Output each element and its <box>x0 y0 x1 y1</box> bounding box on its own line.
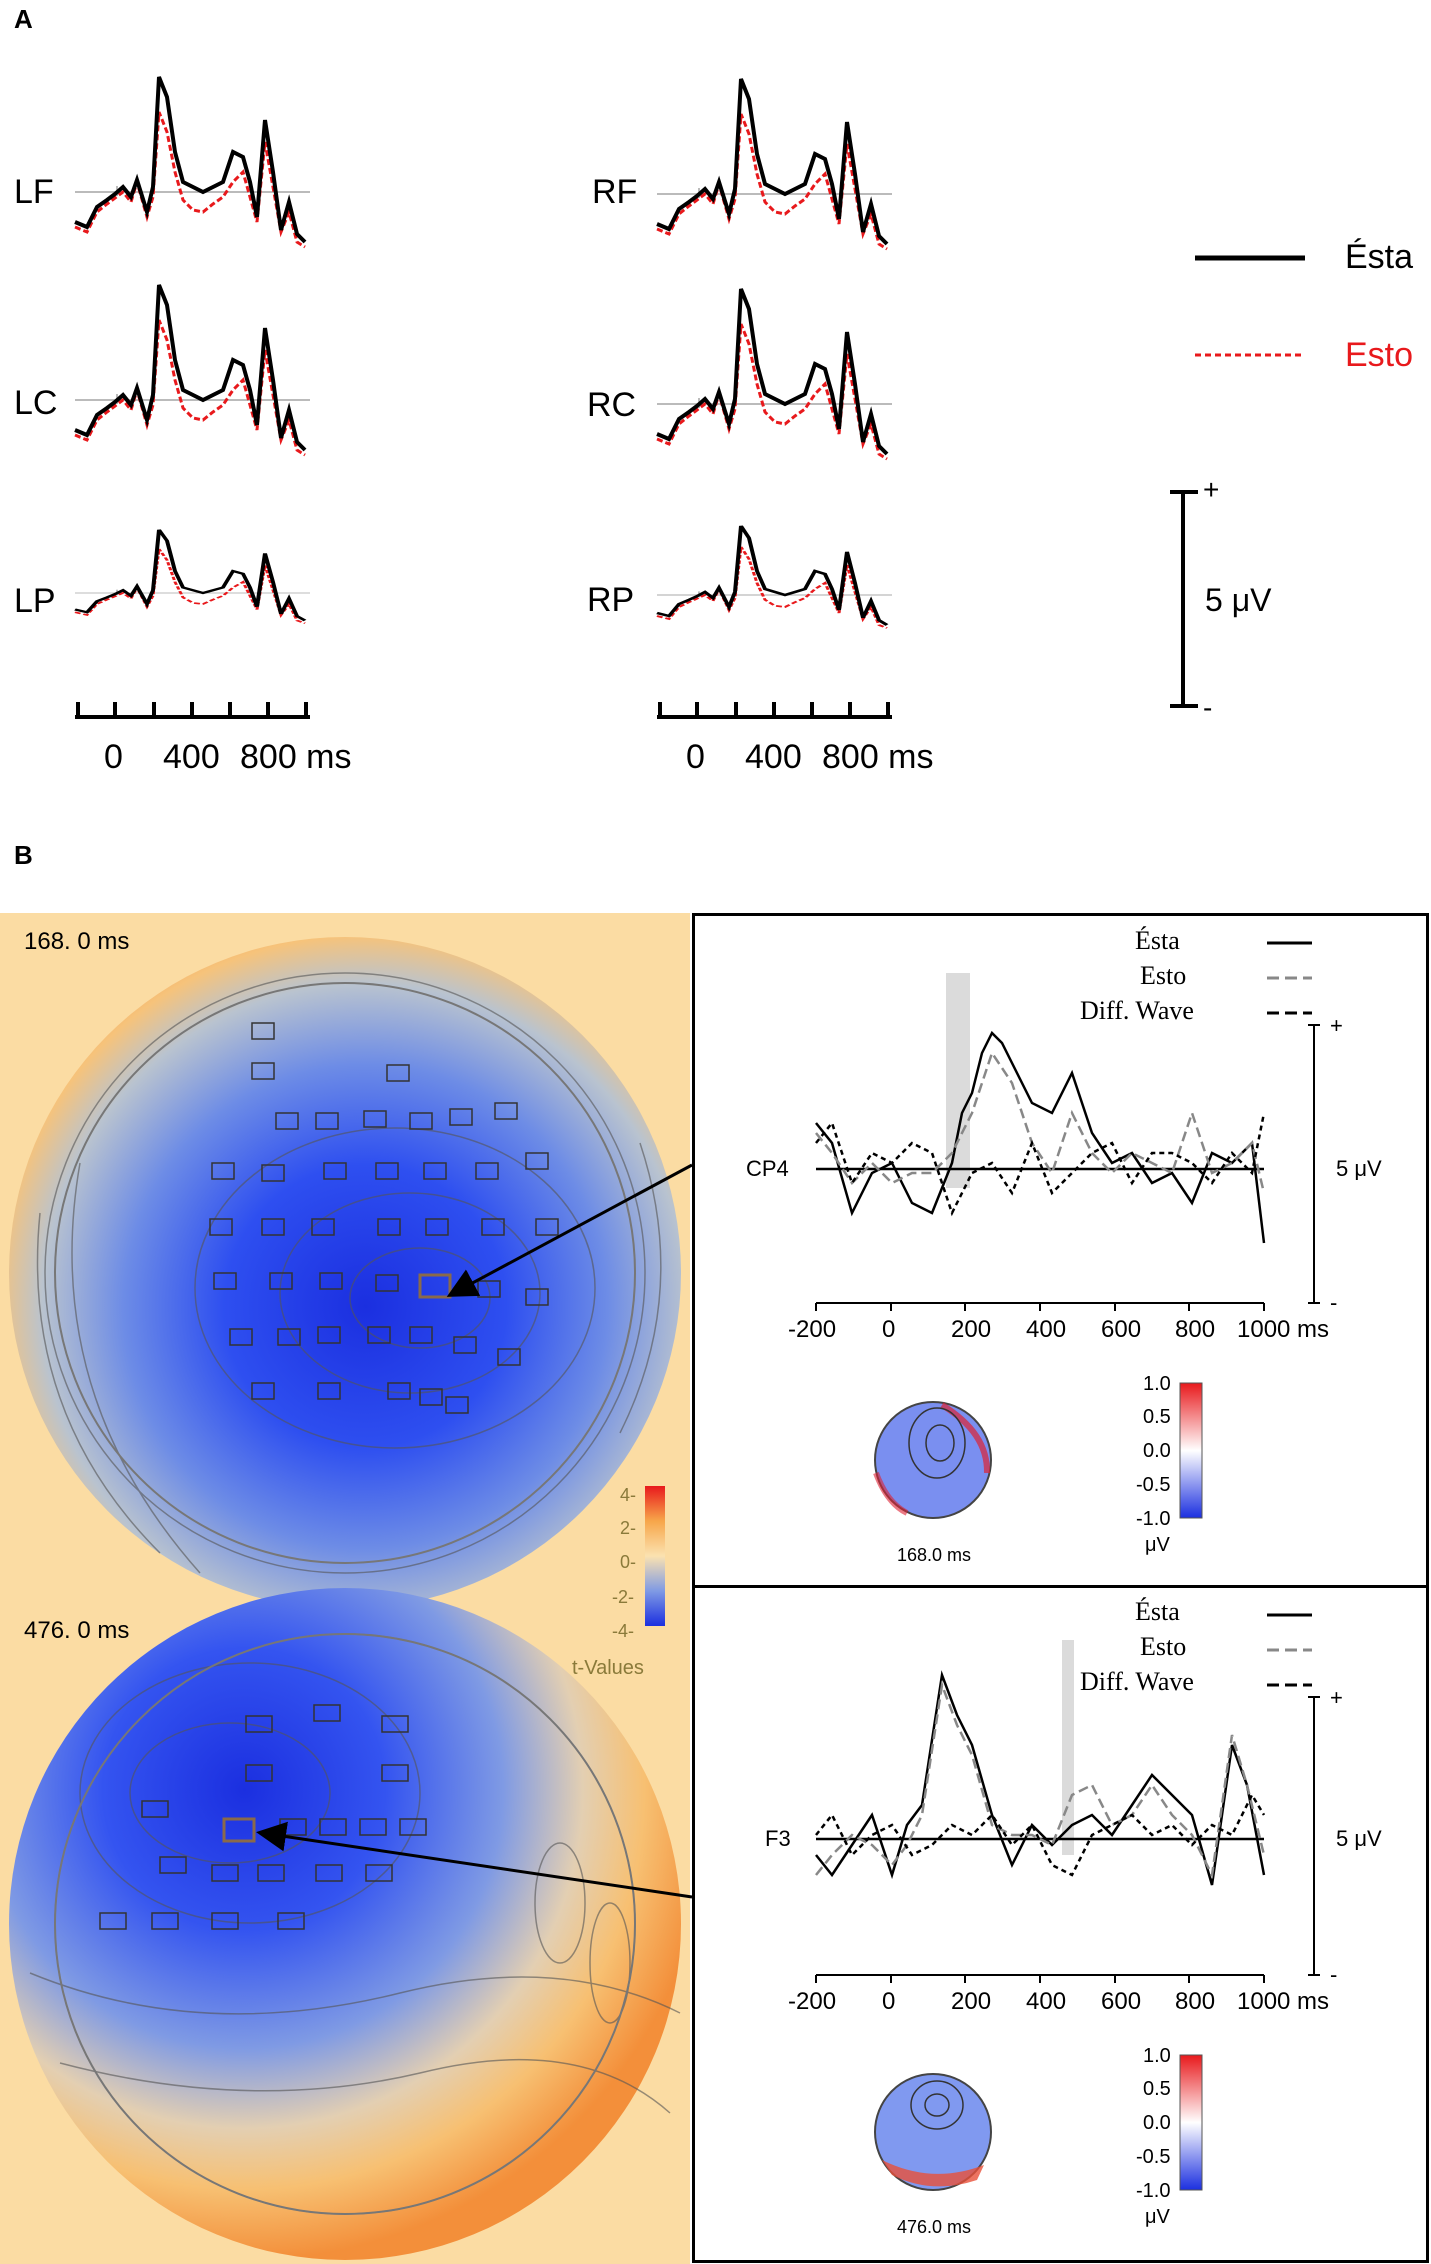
tick-right-0: 0 <box>686 738 705 776</box>
inset1-x-800: 800 <box>1175 1316 1216 1343</box>
inset2-legend-diff: Diff. Wave <box>1080 1667 1194 1696</box>
inset2-cb-m05: -0.5 <box>1136 2146 1171 2168</box>
label-rc: RC <box>587 386 637 424</box>
inset1-cb-0: 0.0 <box>1143 1440 1171 1462</box>
inset-cp4 <box>692 913 1429 1591</box>
erp-traces-svg <box>73 75 1305 719</box>
inset2-x-200: 200 <box>951 1988 992 2015</box>
tcb-4: 4- <box>620 1485 637 1505</box>
inset1-legend-esta: Ésta <box>1135 926 1180 955</box>
tcb-m2: -2- <box>612 1587 634 1607</box>
time-axis-left <box>75 702 310 719</box>
inset1-cb-m05: -0.5 <box>1136 1474 1171 1496</box>
inset1-legend-diff: Diff. Wave <box>1080 996 1194 1025</box>
label-lp: LP <box>14 582 56 620</box>
inset-cp4-svg <box>815 941 1320 1519</box>
inset2-scale: 5 μV <box>1336 1826 1382 1851</box>
topomaps-svg <box>9 937 681 2260</box>
inset2-x-m200: -200 <box>788 1988 837 2015</box>
inset1-scale: 5 μV <box>1336 1156 1382 1181</box>
tcb-title: t-Values <box>572 1657 644 1679</box>
tcb-2: 2- <box>620 1518 637 1538</box>
panel-b-letter: B <box>14 840 33 870</box>
inset2-cb-0: 0.0 <box>1143 2112 1171 2134</box>
label-lf: LF <box>14 173 54 211</box>
inset2-legend-esta: Ésta <box>1135 1597 1180 1626</box>
inset1-x-600: 600 <box>1101 1316 1142 1343</box>
inset2-cb-unit: μV <box>1145 2206 1170 2228</box>
legend-esto: Esto <box>1345 336 1414 374</box>
inset2-plus: + <box>1330 1685 1343 1710</box>
inset2-x-1000: 1000 ms <box>1237 1988 1330 2015</box>
map2-time: 476. 0 ms <box>24 1617 130 1644</box>
inset1-minus: - <box>1330 1290 1338 1315</box>
label-lc: LC <box>14 384 58 422</box>
label-rp: RP <box>587 581 635 619</box>
inset2-x-800: 800 <box>1175 1988 1216 2015</box>
inset2-cb-m1: -1.0 <box>1136 2180 1171 2202</box>
inset1-cb-05: 0.5 <box>1143 1406 1171 1428</box>
inset1-legend-esto: Esto <box>1140 961 1187 990</box>
inset1-x-0: 0 <box>882 1316 896 1343</box>
map1-time: 168. 0 ms <box>24 928 130 955</box>
scale-label: 5 μV <box>1205 582 1272 618</box>
tick-right-800: 800 ms <box>822 738 934 776</box>
inset-f3-svg <box>815 1613 1320 2191</box>
inset1-channel: CP4 <box>746 1156 789 1181</box>
inset2-x-400: 400 <box>1026 1988 1067 2015</box>
time-axis-right <box>657 702 892 719</box>
tick-left-800: 800 ms <box>240 738 352 776</box>
inset2-channel: F3 <box>765 1826 791 1851</box>
t-value-colorbar <box>645 1486 665 1626</box>
inset1-cb-1: 1.0 <box>1143 1373 1171 1395</box>
electrode-grid-476 <box>99 1704 427 1930</box>
inset2-x-600: 600 <box>1101 1988 1142 2015</box>
inset1-x-200: 200 <box>951 1316 992 1343</box>
tick-left-0: 0 <box>104 738 123 776</box>
inset2-x-0: 0 <box>882 1988 896 2015</box>
inset1-cb-unit: μV <box>1145 1534 1170 1556</box>
tick-left-400: 400 <box>163 738 220 776</box>
inset1-x-1000: 1000 ms <box>1237 1316 1330 1343</box>
inset1-topo-time: 168.0 ms <box>897 1545 972 1565</box>
tcb-m4: -4- <box>612 1621 634 1641</box>
legend-esta: Ésta <box>1345 238 1414 276</box>
panel-a-letter: A <box>14 4 33 34</box>
inset1-x-m200: -200 <box>788 1316 837 1343</box>
inset2-cb-05: 0.5 <box>1143 2078 1171 2100</box>
inset-f3 <box>692 1585 1429 2263</box>
inset1-cb-m1: -1.0 <box>1136 1508 1171 1530</box>
inset2-cb-1: 1.0 <box>1143 2045 1171 2067</box>
inset2-minus: - <box>1330 1962 1338 1987</box>
tcb-0: 0- <box>620 1552 637 1572</box>
topomap-476 <box>9 1588 681 2260</box>
inset2-topo-time: 476.0 ms <box>897 2217 972 2237</box>
scale-plus: + <box>1203 474 1220 505</box>
label-rf: RF <box>592 173 638 211</box>
inset1-plus: + <box>1330 1013 1343 1038</box>
tick-right-400: 400 <box>745 738 802 776</box>
scale-bar <box>1170 490 1198 708</box>
inset2-legend-esto: Esto <box>1140 1632 1187 1661</box>
inset1-x-400: 400 <box>1026 1316 1067 1343</box>
scale-minus: - <box>1203 692 1213 723</box>
